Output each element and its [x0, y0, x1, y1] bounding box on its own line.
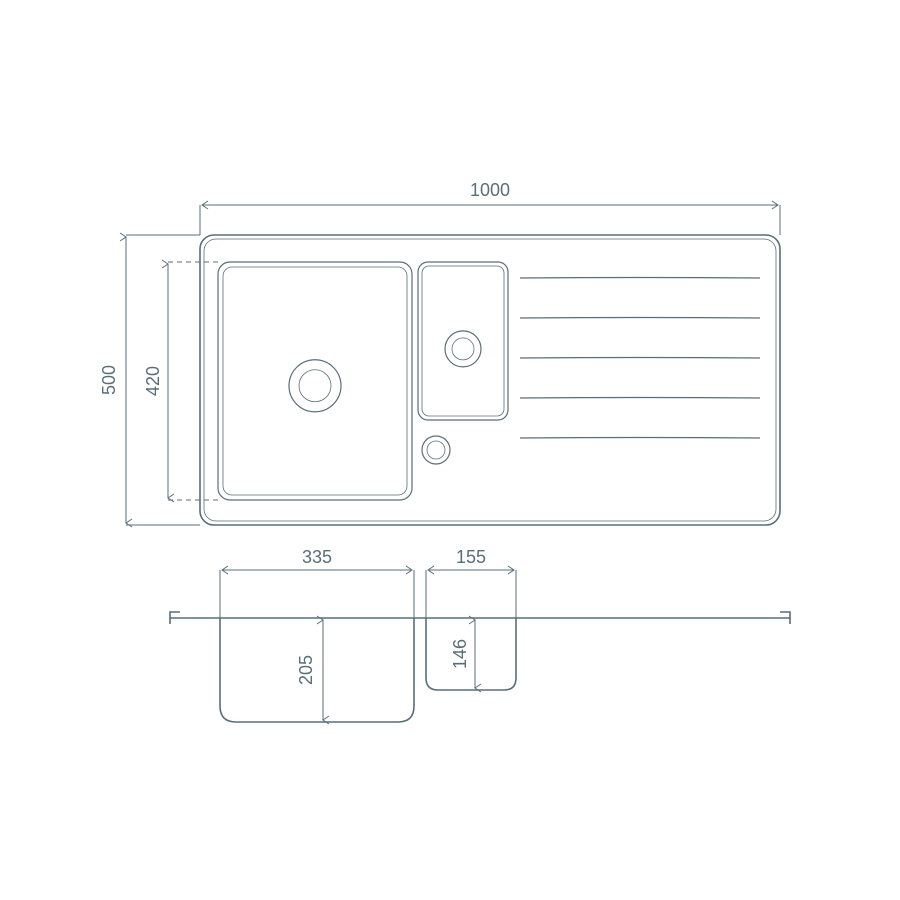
dim-main-bowl-width: 335: [302, 547, 332, 567]
diagram-content: 1000 500 420 335 155 205 146: [99, 180, 790, 722]
dim-overall-width: 1000: [470, 180, 510, 200]
dim-overall-depth: 500: [99, 365, 119, 395]
dim-main-bowl-depth: 205: [296, 655, 316, 685]
sink-technical-drawing: 1000 500 420 335 155 205 146: [0, 0, 900, 900]
dim-inner-depth: 420: [143, 366, 163, 396]
dim-small-bowl-depth: 146: [450, 639, 470, 669]
dim-small-bowl-width: 155: [456, 547, 486, 567]
